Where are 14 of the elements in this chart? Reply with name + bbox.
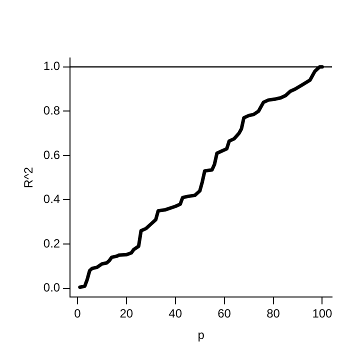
x-tick-label: 0 <box>74 306 82 321</box>
y-tick-label: 0.0 <box>43 280 60 295</box>
y-tick-label: 0.4 <box>43 192 60 206</box>
x-tick-label: 100 <box>312 306 333 321</box>
y-tick-label: 0.2 <box>43 236 60 250</box>
y-axis-title: R^2 <box>22 166 36 188</box>
x-tick-label: 80 <box>266 306 280 321</box>
y-tick-label: 0.8 <box>43 103 60 118</box>
x-tick-label: 20 <box>120 306 134 321</box>
x-tick-label: 40 <box>168 306 182 321</box>
x-axis-title: p <box>198 328 205 342</box>
y-tick-label: 0.6 <box>43 148 60 162</box>
y-tick-label: 1.0 <box>43 59 60 74</box>
x-tick-label: 60 <box>218 306 232 321</box>
